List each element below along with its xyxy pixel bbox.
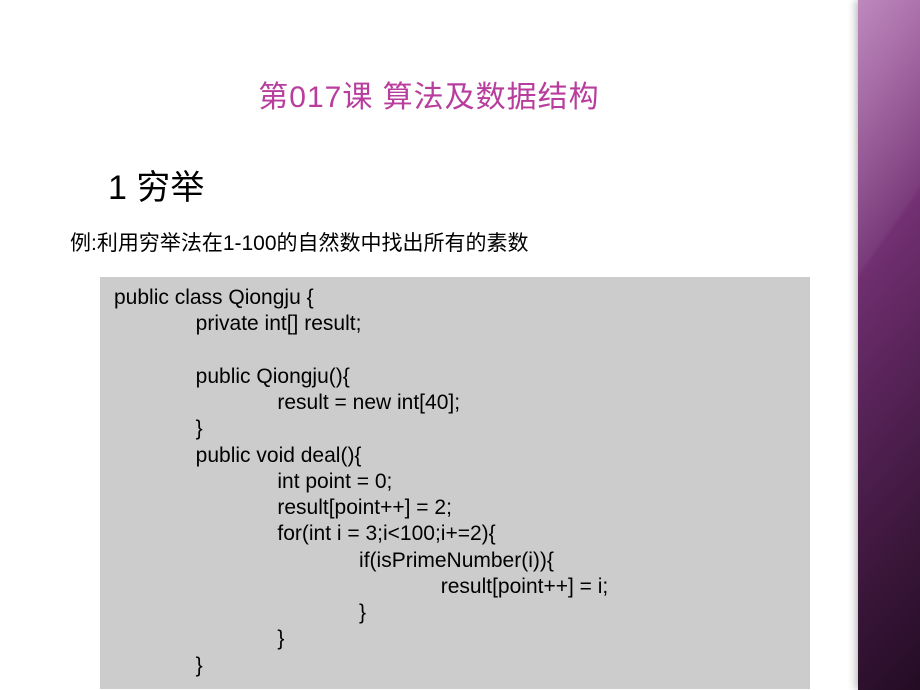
- section-heading: 1 穷举: [108, 160, 858, 209]
- slide-title: 第017课 算法及数据结构: [0, 72, 858, 116]
- code-block: public class Qiongju { private int[] res…: [100, 277, 810, 689]
- slide: 第017课 算法及数据结构 1 穷举 例:利用穷举法在1-100的自然数中找出所…: [0, 0, 920, 690]
- decorative-right-panel: [858, 0, 920, 690]
- slide-content: 第017课 算法及数据结构 1 穷举 例:利用穷举法在1-100的自然数中找出所…: [0, 0, 858, 690]
- example-description: 例:利用穷举法在1-100的自然数中找出所有的素数: [70, 227, 858, 257]
